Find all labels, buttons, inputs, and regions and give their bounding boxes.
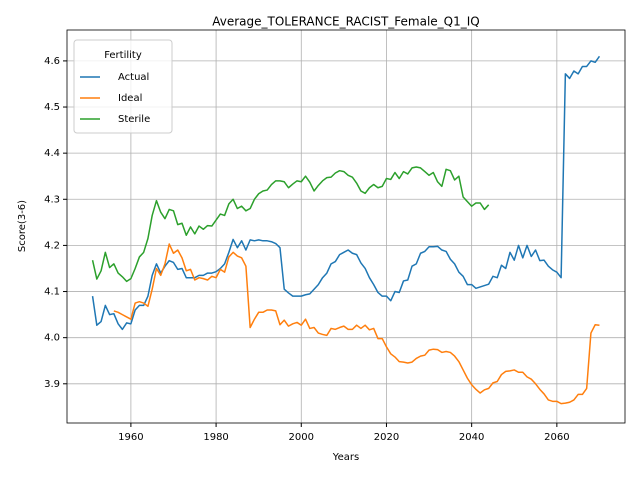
x-tick-label: 2020 [374, 432, 399, 443]
x-tick-label: 2060 [544, 432, 569, 443]
x-tick-label: 1980 [203, 432, 228, 443]
legend: Fertility Actual Ideal Sterile [73, 39, 173, 134]
legend-label: Ideal [118, 93, 142, 104]
x-tick-label: 1960 [118, 432, 143, 443]
y-axis-label: Score(3-6) [17, 200, 28, 252]
legend-label: Actual [118, 72, 149, 83]
chart-title: Average_TOLERANCE_RACIST_Female_Q1_IQ [212, 15, 480, 29]
y-tick-label: 4.4 [44, 148, 60, 159]
data-line [91, 166, 490, 283]
data-line [91, 55, 601, 331]
legend-title: Fertility [104, 50, 142, 61]
y-tick-label: 4.5 [44, 102, 60, 113]
legend-box [73, 39, 173, 134]
x-tick-label: 2000 [289, 432, 314, 443]
y-tick-label: 4.3 [44, 194, 60, 205]
x-axis-label: Years [332, 452, 359, 463]
data-line [113, 243, 600, 405]
plot-frame [66, 29, 626, 424]
legend-label: Sterile [118, 114, 150, 125]
x-tick-label: 2040 [459, 432, 484, 443]
y-tick-label: 4.2 [44, 240, 60, 251]
y-tick-label: 4.6 [44, 56, 60, 67]
y-tick-label: 4.0 [44, 333, 60, 344]
y-tick-label: 3.9 [44, 379, 60, 390]
y-tick-label: 4.1 [44, 287, 60, 298]
